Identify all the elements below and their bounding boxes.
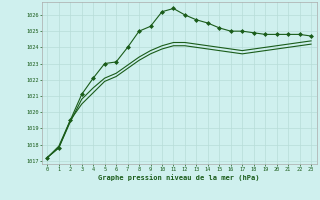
X-axis label: Graphe pression niveau de la mer (hPa): Graphe pression niveau de la mer (hPa) [99, 174, 260, 181]
